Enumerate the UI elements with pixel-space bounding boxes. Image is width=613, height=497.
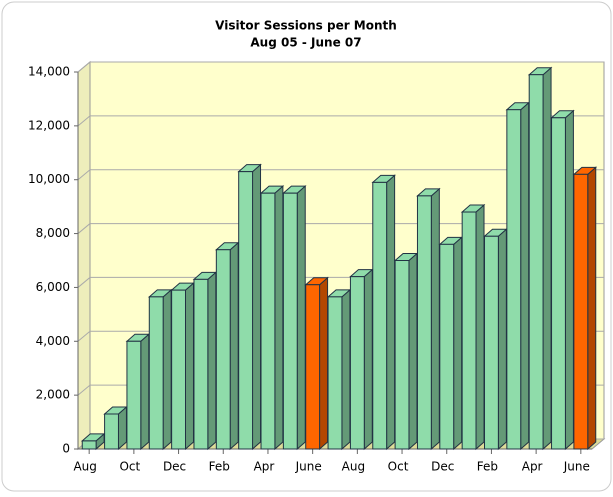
bar [484,235,499,450]
bar-side [363,268,373,451]
bar-side [542,66,552,451]
bar-side [296,185,306,451]
bar-side [497,228,507,451]
bar-side [475,203,485,451]
grid-line [77,384,91,396]
bar-side [408,252,418,451]
y-tick-label: 14,000 [28,65,70,79]
grid-line [77,61,91,73]
bar-side [430,187,440,451]
bar [238,171,254,450]
x-tick-label: Apr [522,460,543,474]
bar-side [252,163,262,451]
grid-line [77,277,91,288]
bar [260,192,276,450]
bar [394,260,410,450]
bar [528,74,544,450]
y-tick-label: 12,000 [28,118,70,132]
chart-title: Visitor Sessions per Month [215,19,397,33]
grid-line [77,115,91,127]
bar [551,117,566,450]
bar [461,211,477,450]
y-tick-label: 6,000 [36,280,70,294]
x-tick-label: Dec [431,460,454,474]
bar-side [229,241,239,451]
bar [193,278,209,450]
x-tick-label: Feb [209,460,230,474]
bar-side [587,166,597,451]
bar [305,284,321,450]
bar [372,181,388,450]
bar [81,440,97,450]
x-tick-label: June [295,460,322,474]
bar [215,249,231,450]
bar-side [207,271,217,451]
grid-line [77,330,91,342]
bar [416,195,432,450]
x-tick-label: June [563,460,590,474]
bar-side [162,288,172,451]
bar [506,109,522,450]
y-tick-label: 10,000 [28,172,70,186]
x-tick-label: Oct [388,460,409,474]
bar-side [564,109,574,451]
x-tick-label: Aug [73,460,96,474]
chart-subtitle: Aug 05 - June 07 [250,36,361,50]
bar [573,173,589,450]
side-wall [77,60,91,451]
bar-side [184,282,194,451]
bar [327,296,343,450]
x-tick-label: Oct [119,460,140,474]
x-tick-label: Aug [342,460,365,474]
y-tick-label: 2,000 [36,388,70,402]
bar [104,413,119,450]
grid-line [77,169,91,181]
bar-side [520,101,530,451]
bar-side [140,333,150,451]
y-tick-label: 8,000 [36,226,70,240]
bar-side [341,288,351,451]
x-tick-label: Apr [254,460,275,474]
y-tick-label: 4,000 [36,334,70,348]
bar [282,192,298,450]
bar [439,243,455,450]
x-tick-label: Dec [163,460,186,474]
bar [171,289,186,450]
bar-side [386,174,396,451]
bar-side [319,276,329,451]
bar [148,296,164,450]
x-tick-label: Feb [477,460,498,474]
bar [349,276,365,450]
grid-line [77,223,91,234]
bar-side [274,185,284,451]
y-tick-label: 0 [62,442,70,456]
bar [126,340,142,450]
bar-side [453,236,463,451]
